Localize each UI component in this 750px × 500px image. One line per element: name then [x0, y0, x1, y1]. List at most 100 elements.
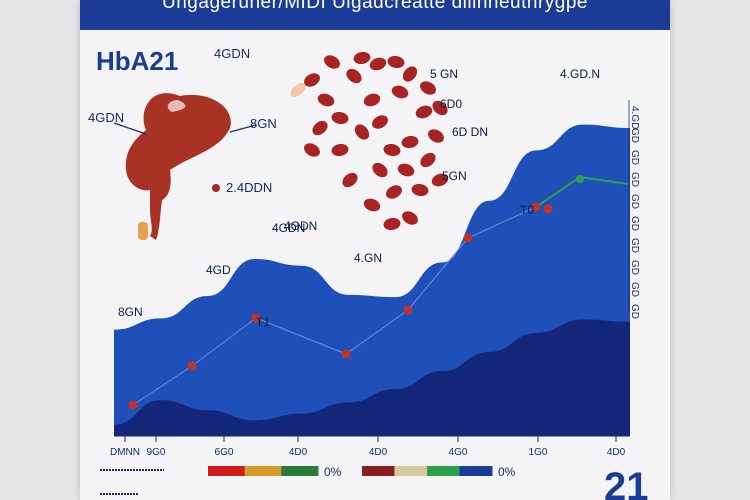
organ-dot: [212, 184, 220, 192]
legend-swatch: [244, 466, 282, 476]
legend-swatch: [459, 466, 493, 476]
right-axis-label: GD: [629, 172, 640, 187]
data-point-marker: [187, 361, 197, 371]
right-axis-label: GD: [629, 216, 640, 231]
organ-label: 4GDN: [88, 110, 124, 125]
value-label: 4.GN: [354, 251, 382, 265]
blood-cell: [324, 55, 340, 69]
header-title: Ungageruner/MIDI Ulgadcreatte diiinneuth…: [162, 0, 588, 13]
blood-cell: [402, 211, 418, 225]
x-tick-label: 4D0: [369, 447, 388, 458]
data-point-marker: [251, 313, 261, 323]
value-label: 4GD: [206, 263, 231, 277]
blood-cell: [312, 120, 328, 136]
value-label: T1: [256, 315, 270, 329]
poster: Ungageruner/MIDI Ulgadcreatte diiinneuth…: [80, 0, 670, 500]
blood-cell: [420, 152, 436, 168]
value-labels: 4GDN 8GN 4GD 4GDN 4.GN T0 T1 4.GD.N: [118, 67, 600, 329]
blood-cell: [431, 173, 449, 187]
data-point-marker: [576, 175, 584, 183]
blood-cell: [432, 100, 448, 116]
x-tick-label: DMNN: [110, 447, 140, 458]
value-label: 4.GD.N: [560, 67, 600, 81]
x-tick-label: 9G0: [147, 447, 166, 458]
cell-label: 5 GN: [430, 67, 458, 81]
value-label: 4GDN: [272, 221, 305, 235]
blood-cell: [369, 57, 387, 71]
organ-tip: [138, 222, 148, 240]
legend: 0% 0%: [208, 465, 516, 479]
blood-cell: [372, 162, 388, 178]
right-axis-label: 4.GD: [629, 106, 640, 129]
x-tick-label: 4D0: [289, 447, 308, 458]
blood-cell: [342, 172, 358, 188]
organ-label: 8GN: [250, 116, 277, 131]
blood-cell: [317, 93, 335, 107]
organ-leader-2: [229, 124, 257, 133]
blood-cell: [402, 66, 418, 82]
data-point-marker: [403, 305, 413, 315]
cell-label: 5GN: [442, 169, 467, 183]
blood-cell: [397, 163, 415, 177]
organ-illustration: [113, 93, 257, 240]
legend-label: 0%: [324, 465, 342, 479]
blood-cell: [331, 111, 349, 125]
blood-cell: [411, 183, 429, 197]
blood-cell: [304, 143, 320, 157]
organ-body: [125, 93, 231, 240]
x-axis: DMNN 9G0 6G0 4D0 4D0 4G0 1G0 4D0: [110, 436, 626, 458]
organ-leader-1: [113, 122, 147, 135]
x-tick-label: 4G0: [449, 447, 468, 458]
header-bar: Ungageruner/MIDI Ulgadcreatte diiinneuth…: [80, 0, 670, 30]
blood-cell: [383, 217, 401, 231]
blood-cell: [383, 143, 401, 157]
blood-cell: [331, 143, 349, 157]
right-axis-label: GD: [629, 150, 640, 165]
organ-label: 2.4DDN: [226, 180, 272, 195]
legend-label: 0%: [498, 465, 516, 479]
blood-cell: [387, 55, 405, 69]
blood-cell: [372, 115, 388, 129]
data-point-marker: [128, 400, 138, 410]
legend-swatch: [427, 466, 460, 476]
value-label: 8GN: [118, 305, 143, 319]
right-axis-label: GD: [629, 260, 640, 275]
legend-swatch: [208, 466, 246, 476]
blood-cell: [290, 83, 306, 97]
blood-cell: [428, 129, 444, 143]
right-axis-label: GD: [629, 304, 640, 319]
cell-label: 6D DN: [452, 125, 488, 139]
blood-cell: [391, 85, 409, 99]
area-series-2: [114, 319, 630, 436]
data-markers: [128, 175, 584, 410]
blood-cell: [363, 93, 381, 107]
blood-cell: [401, 135, 419, 149]
blood-cell: [346, 68, 362, 84]
value-label: 4GDN: [284, 219, 317, 233]
legend-swatch: [281, 466, 319, 476]
data-point-marker: [341, 349, 351, 359]
blood-cell: [415, 105, 433, 119]
big-number: 21: [604, 465, 649, 500]
x-tick-label: 6G0: [215, 447, 234, 458]
organ-highlight: [167, 100, 186, 112]
right-axis-label: GD: [629, 238, 640, 253]
right-axis-label: GD: [629, 128, 640, 143]
blood-cell: [304, 73, 320, 87]
blood-cell: [420, 81, 436, 95]
x-tick-label: 4D0: [607, 447, 626, 458]
value-label: T0: [520, 203, 534, 217]
blood-cell: [354, 124, 370, 140]
data-point-marker: [463, 233, 473, 243]
data-point-marker: [543, 204, 553, 214]
organ-label: 4GDN: [214, 46, 250, 61]
legend-swatch: [394, 466, 428, 476]
x-tick-label: 1G0: [529, 447, 548, 458]
blood-cell: [386, 185, 402, 199]
blood-cell: [353, 51, 371, 65]
blood-cells-illustration: [290, 51, 449, 231]
cell-labels: 5 GN 6D0 6D DN 5GN: [430, 67, 488, 183]
right-axis-label: GD: [629, 194, 640, 209]
